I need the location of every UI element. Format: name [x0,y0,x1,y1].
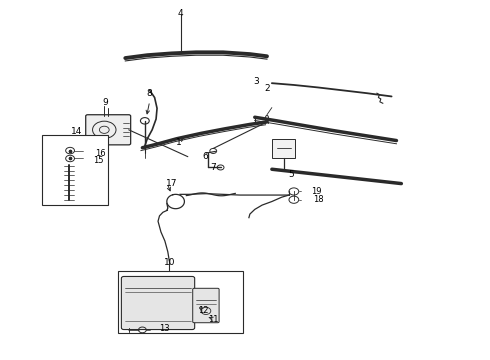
Text: 15: 15 [93,156,104,165]
Text: 4: 4 [178,9,183,18]
Text: 16: 16 [96,149,106,158]
FancyBboxPatch shape [86,115,131,145]
Text: 13: 13 [159,324,170,333]
Text: 11: 11 [208,315,219,324]
Text: 19: 19 [311,187,321,196]
FancyBboxPatch shape [193,288,219,323]
Text: 3: 3 [253,77,259,86]
Bar [118,271,243,333]
Text: 14: 14 [71,127,82,136]
Text: 7: 7 [210,163,216,172]
Text: 18: 18 [314,195,324,204]
Text: 5: 5 [289,170,294,179]
Text: 1: 1 [176,138,182,147]
Text: 2: 2 [264,84,270,93]
Bar [42,135,108,205]
Text: 17: 17 [166,179,177,188]
Text: 9: 9 [103,98,109,107]
Text: 6: 6 [202,152,208,161]
Text: 10: 10 [164,258,175,267]
Bar [272,139,295,158]
FancyBboxPatch shape [122,276,195,329]
Text: 8: 8 [147,89,152,98]
Text: 12: 12 [198,306,209,315]
